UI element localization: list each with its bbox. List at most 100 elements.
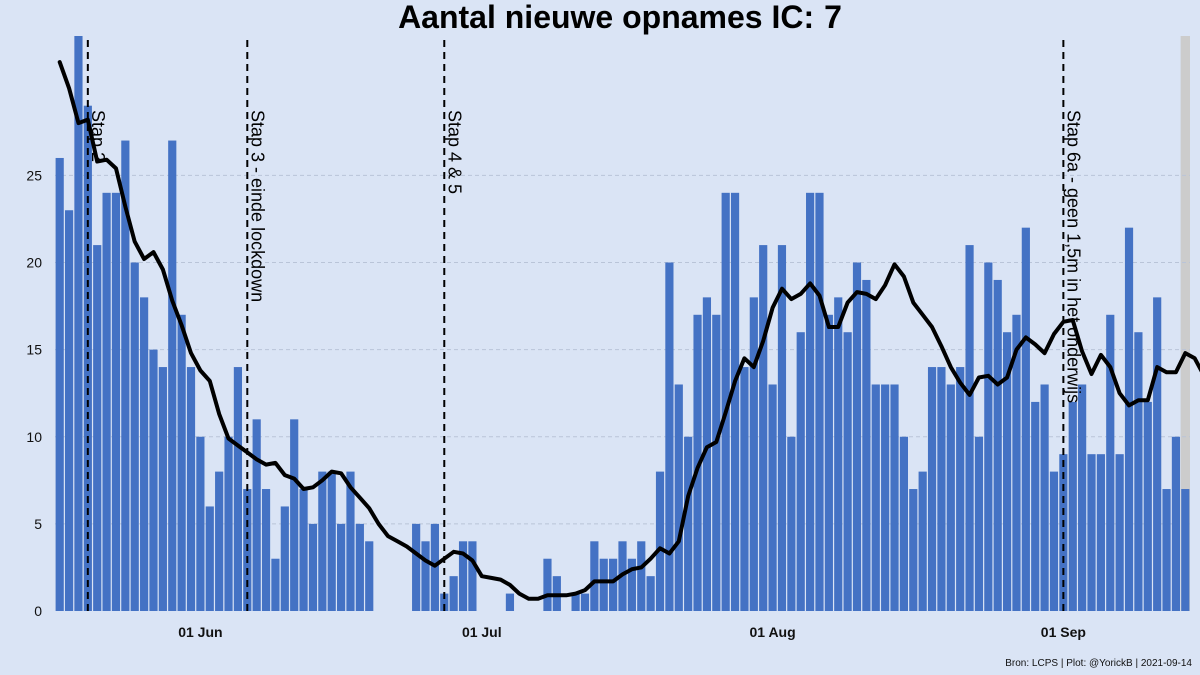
event-label: Stap 4 & 5 <box>444 110 464 194</box>
bar <box>1040 384 1049 611</box>
bar <box>186 367 196 611</box>
bar <box>1171 436 1181 611</box>
bar <box>140 297 149 611</box>
bar <box>261 489 271 611</box>
bar <box>627 558 636 611</box>
bar <box>299 489 308 611</box>
bar <box>796 332 805 611</box>
bar <box>702 297 712 611</box>
x-axis: 01 Jun 01 Jul 01 Aug 01 Sep <box>178 624 1086 640</box>
event-label: Stap 6a - geen 1,5m in het onderwijs <box>1063 110 1083 403</box>
bar <box>937 367 946 611</box>
bar <box>1031 401 1040 611</box>
bar <box>1162 489 1171 611</box>
bar <box>993 279 1002 611</box>
bar <box>815 192 824 611</box>
bar <box>599 558 608 611</box>
bar <box>834 297 843 611</box>
bar <box>890 384 899 611</box>
bar <box>93 245 102 611</box>
y-tick-label: 5 <box>34 516 42 532</box>
bar <box>280 506 289 611</box>
x-tick-label: 01 Jul <box>462 624 502 640</box>
bar <box>74 36 83 611</box>
y-tick-label: 20 <box>26 255 42 271</box>
bar <box>318 471 327 611</box>
bar <box>871 384 880 611</box>
bar <box>909 489 918 611</box>
bar <box>974 436 984 611</box>
bar <box>674 384 683 611</box>
bar <box>505 593 515 611</box>
bar <box>149 349 158 611</box>
chart-title: Aantal nieuwe opnames IC: 7 <box>398 0 842 35</box>
bar <box>1181 489 1190 611</box>
bar <box>862 279 871 611</box>
bar <box>1012 314 1021 611</box>
bar <box>102 192 111 611</box>
bar <box>768 384 777 611</box>
bar <box>449 576 458 611</box>
bar <box>543 558 552 611</box>
bar <box>252 419 261 611</box>
bar <box>693 314 702 611</box>
bar <box>899 436 908 611</box>
bar <box>1049 471 1059 611</box>
x-tick-label: 01 Aug <box>750 624 796 640</box>
bar <box>233 367 243 611</box>
bar <box>665 262 674 611</box>
bar <box>308 523 318 611</box>
bar <box>730 192 740 611</box>
bar <box>609 558 618 611</box>
event-label: Stap 2 <box>88 110 108 162</box>
bar <box>881 384 890 611</box>
bar <box>777 245 787 611</box>
bar <box>177 314 186 611</box>
bar <box>946 384 955 611</box>
bar <box>927 367 937 611</box>
bar <box>749 297 758 611</box>
bar <box>965 245 974 611</box>
event-markers: Stap 2 Stap 3 - einde lockdown Stap 4 & 5 S… <box>86 40 1083 611</box>
bar <box>1106 314 1115 611</box>
bar <box>196 436 205 611</box>
bar <box>843 332 852 611</box>
bar <box>918 471 927 611</box>
bar <box>806 192 815 611</box>
bar <box>1021 227 1030 611</box>
bar <box>590 541 599 611</box>
bar <box>1143 401 1152 611</box>
bar <box>984 262 993 611</box>
bar <box>440 593 449 611</box>
bar <box>571 593 580 611</box>
y-axis: 0 5 10 15 20 25 <box>26 167 42 619</box>
y-tick-label: 10 <box>26 429 42 445</box>
highlight-band <box>1180 36 1190 611</box>
bar <box>1087 454 1096 611</box>
bar <box>346 471 355 611</box>
last-day-highlight <box>1180 36 1190 611</box>
bar <box>365 541 374 611</box>
bar <box>130 262 139 611</box>
bar <box>168 140 177 611</box>
bar <box>421 541 430 611</box>
bar <box>1078 384 1087 611</box>
bar <box>1068 401 1077 611</box>
y-tick-label: 25 <box>26 167 42 183</box>
bar <box>121 140 130 611</box>
bar <box>64 210 74 611</box>
source-credit: Bron: LCPS | Plot: @YorickB | 2021-09-14 <box>1005 658 1192 669</box>
bar <box>55 157 64 611</box>
bar <box>412 523 421 611</box>
y-tick-label: 0 <box>34 603 42 619</box>
bar <box>327 471 336 611</box>
bar <box>1124 227 1134 611</box>
bar <box>956 367 965 611</box>
bar <box>1002 332 1012 611</box>
bar <box>290 419 299 611</box>
bar <box>824 314 833 611</box>
bar <box>787 436 796 611</box>
bar <box>1134 332 1143 611</box>
event-label: Stap 3 - einde lockdown <box>247 110 267 302</box>
